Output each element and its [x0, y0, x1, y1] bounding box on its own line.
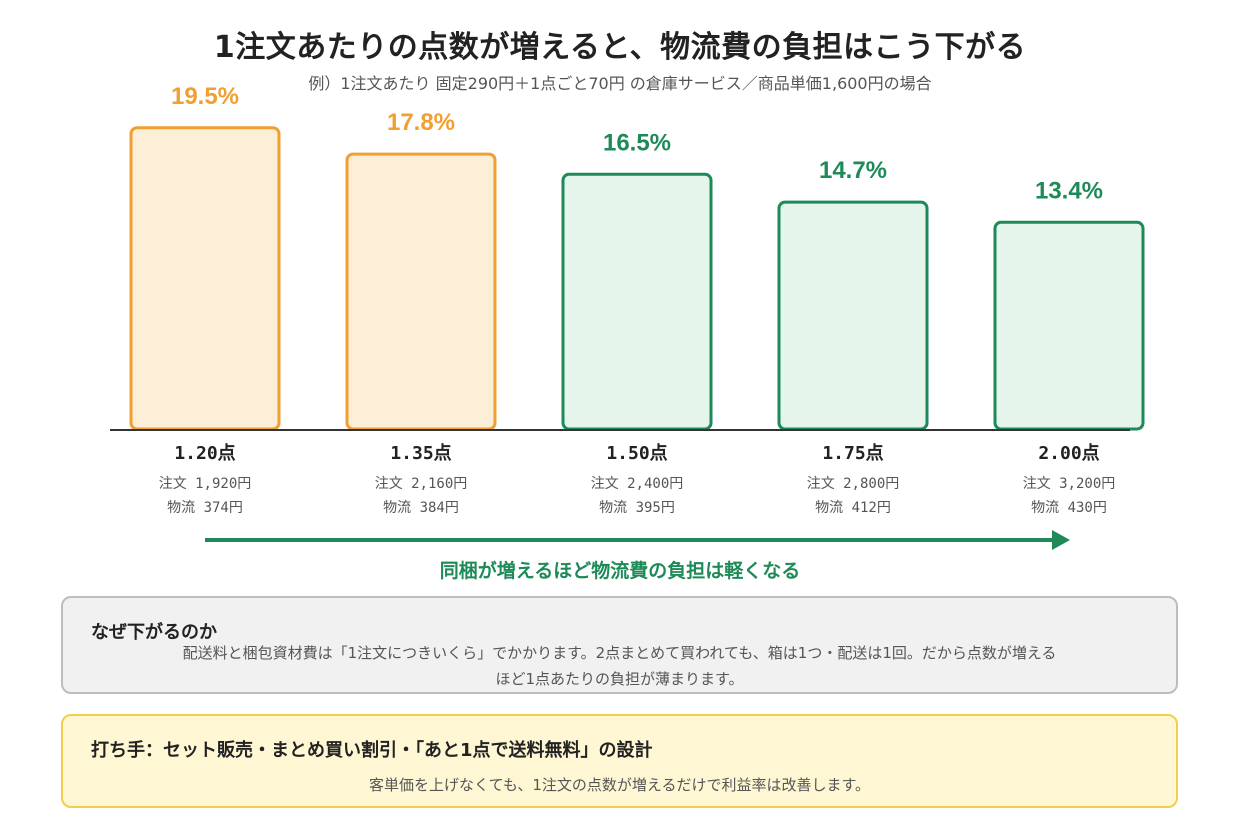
chart-subtitle: 例）1注文あたり 固定290円＋1点ごと70円 の倉庫サービス／商品単価1,60…: [308, 74, 932, 93]
trend-arrow-head: [1052, 530, 1070, 550]
reason-box: なぜ下がるのか 配送料と梱包資材費は「1注文につきいくら」でかかります。2点まと…: [61, 596, 1178, 694]
bar-2: [345, 152, 497, 431]
category-label-3: 1.50点: [606, 442, 667, 464]
order-amount-4: 注文 2,800円: [807, 476, 900, 492]
reason-body-line-2: ほど1点あたりの負担が薄まります。: [495, 670, 744, 688]
value-label-5: 13.4%: [1035, 177, 1103, 204]
reason-body-line-1: 配送料と梱包資材費は「1注文につきいくら」でかかります。2点まとめて買われても、…: [182, 644, 1057, 662]
reason-heading: なぜ下がるのか: [91, 622, 217, 643]
logistics-cost-5: 物流 430円: [1031, 500, 1107, 516]
trend-arrow-label: 同梱が増えるほど物流費の負担は軽くなる: [439, 560, 801, 582]
bar-4: [777, 200, 929, 431]
reason-body: 配送料と梱包資材費は「1注文につきいくら」でかかります。2点まとめて買われても、…: [63, 640, 1176, 692]
category-label-5: 2.00点: [1038, 442, 1099, 464]
logistics-cost-4: 物流 412円: [815, 500, 891, 516]
order-amount-3: 注文 2,400円: [591, 476, 684, 492]
value-label-3: 16.5%: [603, 129, 671, 156]
logistics-cost-1: 物流 374円: [167, 500, 243, 516]
bar-1: [129, 126, 281, 431]
logistics-cost-2: 物流 384円: [383, 500, 459, 516]
value-label-2: 17.8%: [387, 109, 455, 136]
logistics-cost-3: 物流 395円: [599, 500, 675, 516]
order-amount-2: 注文 2,160円: [375, 476, 468, 492]
bar-3: [561, 172, 713, 431]
category-label-1: 1.20点: [174, 442, 235, 464]
action-body: 客単価を上げなくても、1注文の点数が増えるだけで利益率は改善します。: [369, 776, 870, 794]
category-label-2: 1.35点: [390, 442, 451, 464]
bar-5: [993, 220, 1145, 431]
order-amount-5: 注文 3,200円: [1023, 476, 1116, 492]
value-label-4: 14.7%: [819, 157, 887, 184]
chart-title: 1注文あたりの点数が増えると、物流費の負担はこう下がる: [213, 30, 1027, 65]
order-amount-1: 注文 1,920円: [159, 476, 252, 492]
value-label-1: 19.5%: [171, 83, 239, 110]
category-label-4: 1.75点: [822, 442, 883, 464]
action-box: 打ち手：セット販売・まとめ買い割引・「あと1点で送料無料」の設計 客単価を上げな…: [61, 714, 1178, 808]
action-heading: 打ち手：セット販売・まとめ買い割引・「あと1点で送料無料」の設計: [91, 740, 653, 761]
